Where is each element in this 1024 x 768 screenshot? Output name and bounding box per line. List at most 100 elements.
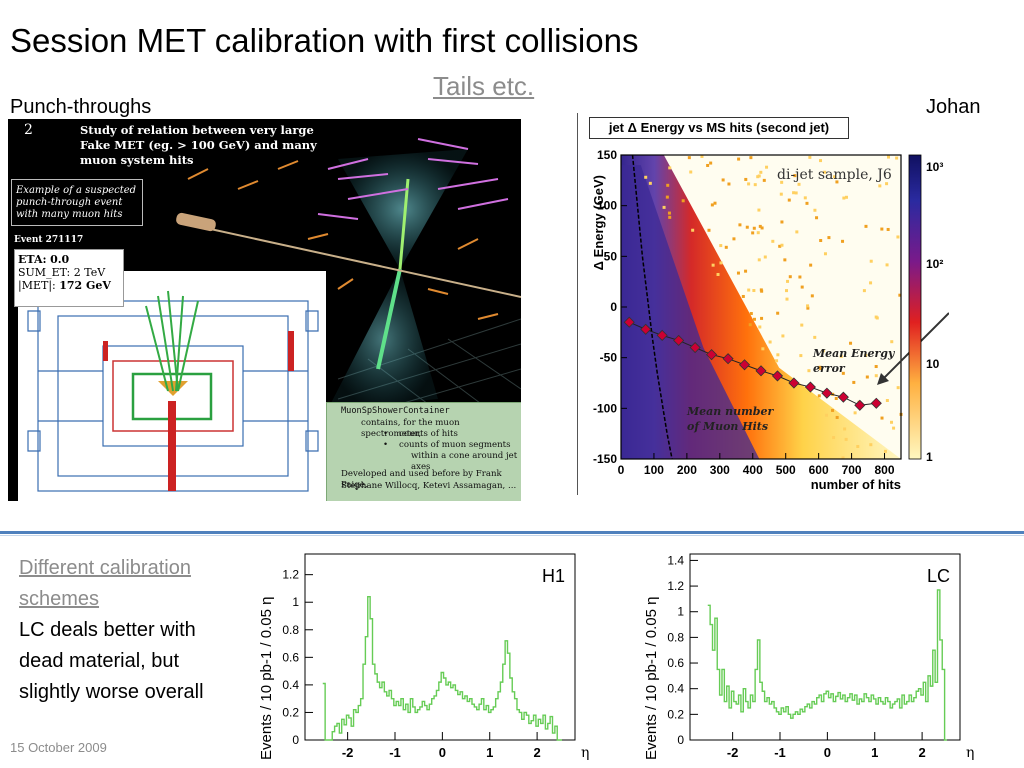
- y-tick-label: 0.4: [282, 678, 299, 692]
- x-tick-label: 800: [875, 463, 895, 477]
- heatmap-speck: [818, 365, 822, 369]
- heatmap-speck: [885, 182, 889, 186]
- heatmap-speck: [724, 245, 728, 249]
- heatmap-speck: [707, 228, 711, 232]
- mean-energy-label: Mean Energy: [812, 347, 896, 360]
- heatmap-speck: [885, 263, 889, 267]
- heatmap-speck: [819, 239, 823, 243]
- y-tick-label: 100: [597, 199, 617, 213]
- heatmap-speck: [744, 269, 748, 273]
- heatmap-speck: [719, 244, 723, 248]
- heatmap-speck: [809, 263, 813, 267]
- heatmap-speck: [823, 170, 827, 174]
- heatmap-speck: [896, 235, 900, 239]
- met-label: |MET|:: [18, 279, 56, 292]
- heatmap-speck: [732, 237, 736, 241]
- heatmap-speck: [852, 380, 856, 384]
- heatmap-core-band: [621, 165, 760, 459]
- heatmap-speck: [885, 398, 889, 402]
- x-tick-label: 300: [710, 463, 730, 477]
- eta-label: ETA:: [18, 253, 47, 266]
- heatmap-speck: [752, 226, 756, 230]
- heatmap-speck: [752, 317, 756, 321]
- heatmap-speck: [644, 175, 648, 179]
- heatmap-speck: [823, 252, 827, 256]
- heatmap-speck: [785, 297, 789, 301]
- heatmap-speck: [824, 413, 828, 417]
- heatmap-speck: [710, 203, 714, 207]
- heatmap-speck: [758, 224, 762, 228]
- heatmap-speck: [721, 178, 725, 182]
- heatmap-speck: [747, 288, 751, 292]
- mean-energy-point: [870, 397, 882, 409]
- heatmap-speck: [832, 175, 836, 179]
- heatmap-speck: [794, 191, 798, 195]
- heatmap-speck: [681, 199, 685, 203]
- x-axis-label: η: [966, 745, 974, 761]
- heatmap-speck: [759, 170, 763, 174]
- x-tick-label: 600: [809, 463, 829, 477]
- y-tick-label: 50: [604, 249, 618, 263]
- detector-schematic: [27, 290, 319, 492]
- heatmap-speck: [800, 323, 804, 327]
- heatmap-speck: [711, 263, 715, 267]
- heatmap-title: jet Δ Energy vs MS hits (second jet): [589, 117, 849, 139]
- heatmap-speck: [786, 279, 790, 283]
- histogram-frame: [304, 553, 576, 741]
- mean-energy-point: [788, 377, 800, 389]
- calibration-schemes-link[interactable]: Different calibration schemes: [19, 557, 191, 610]
- heatmap-speck: [875, 316, 879, 320]
- subtitle-link[interactable]: Tails etc.: [433, 71, 535, 101]
- mean-energy-point: [837, 391, 849, 403]
- muon-container-box: MuonSpShowerContainer contains, for the …: [326, 402, 521, 501]
- mean-energy-point: [706, 349, 718, 361]
- x-tick-label: 200: [677, 463, 697, 477]
- y-tick-label: 1.2: [282, 568, 299, 582]
- heatmap-speck: [886, 227, 890, 231]
- y-tick-label: 1: [292, 595, 299, 609]
- y-tick-label: 0.8: [667, 630, 684, 644]
- punch-throughs-label: Punch-throughs: [10, 96, 152, 118]
- heatmap-speck: [768, 340, 772, 344]
- y-tick-label: 0.2: [667, 707, 684, 721]
- heatmap-speck: [869, 281, 873, 285]
- heatmap-speck: [751, 231, 755, 235]
- heatmap-speck: [744, 177, 748, 181]
- heatmap-speck: [709, 161, 713, 165]
- heatmap-speck: [831, 408, 835, 412]
- y-tick-label: 1: [677, 605, 684, 619]
- heatmap-speck: [757, 258, 761, 262]
- heatmap-speck: [849, 341, 853, 345]
- heatmap-speck: [797, 182, 801, 186]
- y-tick-label: 150: [597, 148, 617, 162]
- example-caption: Example of a suspected punch-through eve…: [16, 185, 137, 220]
- mean-energy-point: [738, 359, 751, 371]
- muon-line-3: Developed and used before by Frank Paige…: [341, 469, 502, 490]
- heatmap-speck: [834, 396, 838, 400]
- heatmap-speck: [668, 215, 672, 219]
- slide-title: Session MET calibration with first colli…: [10, 22, 639, 59]
- heatmap-speck: [783, 258, 787, 262]
- heatmap-speck: [883, 449, 887, 453]
- slide-date: 15 October 2009: [10, 740, 107, 755]
- mean-hits-line: [631, 154, 673, 460]
- heatmap-speck: [738, 223, 742, 227]
- heatmap-speck: [778, 244, 782, 248]
- muon-bullet-2-text: counts of muon segments: [399, 440, 511, 450]
- z-tick-label: 1: [926, 450, 933, 464]
- heatmap-speck: [745, 225, 749, 229]
- heatmap-speck: [787, 198, 791, 202]
- johan-label: Johan: [926, 96, 981, 118]
- y-tick-label: 0.2: [282, 705, 299, 719]
- heatmap-speck: [807, 369, 811, 373]
- heatmap-speck: [758, 325, 762, 329]
- heatmap-speck: [781, 334, 785, 338]
- heatmap-speck: [835, 180, 839, 184]
- heatmap-speck: [813, 208, 817, 212]
- heatmap-speck: [865, 375, 869, 379]
- heatmap-speck: [815, 216, 819, 220]
- heatmap-speck: [832, 436, 836, 440]
- heatmap-speck: [752, 289, 756, 293]
- heatmap-speck: [892, 426, 896, 430]
- mean-hits-label: Mean number: [686, 405, 774, 418]
